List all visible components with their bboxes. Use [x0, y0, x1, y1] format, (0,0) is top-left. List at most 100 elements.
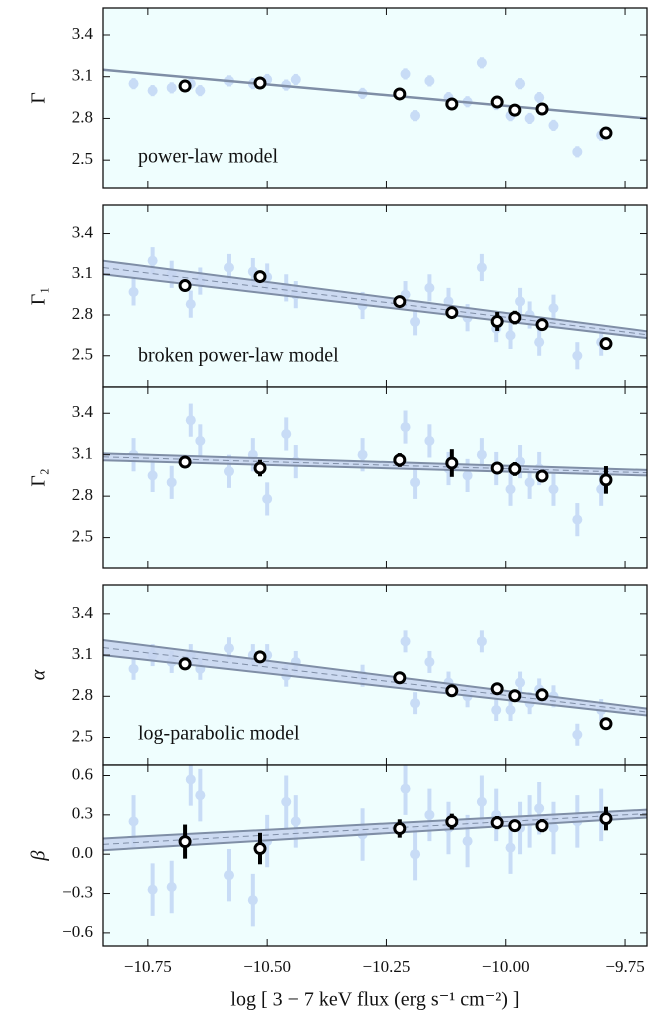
y-tick-label: 3.1	[72, 66, 93, 85]
sample-point	[195, 85, 206, 96]
y-tick-label: 0.6	[72, 764, 93, 783]
sample-point	[223, 466, 234, 477]
sample-point	[185, 299, 196, 310]
sample-point	[290, 74, 301, 85]
sample-point	[400, 783, 411, 794]
y-axis-label: Γ₂	[28, 468, 50, 487]
fit-bound	[102, 638, 648, 710]
binned-point	[508, 462, 522, 476]
x-tick-label: −10.75	[124, 957, 172, 976]
y-tick-label: 3.4	[72, 402, 94, 421]
sample-point	[548, 822, 559, 833]
y-tick-label: 3.1	[72, 263, 93, 282]
binned-point	[393, 821, 407, 835]
plot-background	[103, 765, 647, 946]
sample-point	[223, 643, 234, 654]
binned-point	[178, 455, 192, 469]
plot-frame	[102, 386, 648, 569]
binned-point	[445, 97, 459, 111]
panel-annotation: log-parabolic model	[138, 723, 300, 745]
sample-point	[572, 729, 583, 740]
binned-point	[393, 671, 407, 685]
binned-point	[599, 717, 613, 731]
binned-point	[490, 461, 504, 475]
sample-point	[128, 78, 139, 89]
sample-point	[185, 774, 196, 785]
sample-point	[462, 836, 473, 847]
binned-point	[490, 95, 504, 109]
x-axis-label: log [ 3 − 7 keV flux (erg s⁻¹ cm⁻²) ]	[230, 989, 519, 1011]
sample-point	[515, 677, 526, 688]
binned-point	[253, 650, 267, 664]
binned-point	[393, 453, 407, 467]
panel-annotation: broken power-law model	[138, 345, 339, 367]
sample-point	[548, 120, 559, 131]
sample-point	[166, 477, 177, 488]
fit-bound	[102, 816, 648, 852]
binned-point	[599, 126, 613, 140]
sample-point	[572, 146, 583, 157]
sample-point	[424, 282, 435, 293]
sample-point	[195, 435, 206, 446]
binned-point	[178, 835, 192, 849]
panel-annotation: power-law model	[138, 146, 279, 168]
sample-point	[534, 337, 545, 348]
sample-point	[195, 790, 206, 801]
sample-point	[524, 113, 535, 124]
y-tick-label: 2.5	[72, 527, 93, 546]
fit-mean	[102, 813, 648, 845]
y-tick-label: 3.4	[72, 222, 94, 241]
sample-point	[596, 484, 607, 495]
binned-point	[178, 657, 192, 671]
sample-point	[410, 849, 421, 860]
sample-point	[400, 636, 411, 647]
binned-point	[508, 819, 522, 833]
y-tick-label: 2.8	[72, 304, 93, 323]
fit-band	[103, 809, 647, 851]
binned-point	[178, 279, 192, 293]
binned-point	[599, 812, 613, 826]
fit-bound	[102, 259, 648, 333]
binned-point	[445, 306, 459, 320]
fit-bound	[102, 654, 648, 717]
sample-point	[147, 255, 158, 266]
sample-point	[476, 796, 487, 807]
plot-background	[103, 387, 647, 568]
binned-point	[393, 87, 407, 101]
sample-point	[281, 796, 292, 807]
binned-point	[508, 103, 522, 117]
sample-point	[424, 656, 435, 667]
fit-bound	[102, 452, 648, 471]
binned-point	[393, 295, 407, 309]
fit-mean	[102, 647, 648, 713]
x-tick-label: −10.00	[482, 957, 530, 976]
binned-point	[253, 842, 267, 856]
sample-point	[505, 842, 516, 853]
sample-point	[281, 428, 292, 439]
binned-point	[535, 102, 549, 116]
sample-point	[410, 698, 421, 709]
binned-point	[535, 469, 549, 483]
fit-line	[102, 68, 648, 120]
x-tick-label: −9.75	[605, 957, 644, 976]
binned-point	[253, 461, 267, 475]
fit-mean	[102, 456, 648, 474]
binned-point	[535, 688, 549, 702]
y-axis-label: Γ	[28, 92, 50, 104]
y-tick-label: 2.5	[72, 726, 93, 745]
sample-point	[262, 493, 273, 504]
plot-frame	[102, 7, 648, 189]
sample-point	[548, 303, 559, 314]
sample-point	[400, 422, 411, 433]
binned-point	[253, 76, 267, 90]
sample-point	[572, 350, 583, 361]
sample-point	[147, 884, 158, 895]
sample-point	[443, 296, 454, 307]
y-tick-label: 2.8	[72, 485, 93, 504]
sample-point	[223, 262, 234, 273]
y-tick-label: 0.0	[72, 843, 93, 862]
binned-point	[490, 816, 504, 830]
y-tick-label: 2.5	[72, 345, 93, 364]
fit-bound	[102, 273, 648, 340]
